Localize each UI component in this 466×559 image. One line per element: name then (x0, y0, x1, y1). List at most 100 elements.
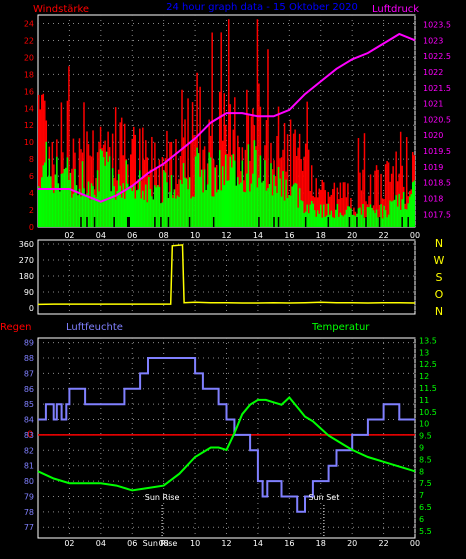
sun-marker-label: Sun Rise (145, 493, 180, 502)
temperature-y-tick-label: 12 (419, 372, 429, 381)
x-tick-label: 16 (284, 231, 294, 240)
temperature-y-tick-label: 10 (419, 420, 429, 429)
pressure-y-tick-label: 1020 (423, 131, 443, 140)
x-tick-label: 18 (316, 231, 326, 240)
temperature-y-tick-label: 13 (419, 348, 429, 357)
climate-x-ticks: 02 04 06 08 10 12 14 16 18 20 22 00 (64, 539, 420, 548)
humidity-y-tick-label: 89 (24, 339, 34, 348)
pressure-y-tick-label: 1022 (423, 68, 443, 77)
wind-y-tick-label: 2 (29, 206, 34, 215)
pressure-y-tick-label: 1022.5 (423, 52, 451, 61)
wind-y-tick-label: 0 (29, 223, 34, 232)
humidity-y-tick-label: 85 (24, 400, 34, 409)
pressure-y-tick-label: 1019 (423, 163, 443, 172)
x-tick-label: 00 (410, 539, 420, 548)
wind-y-tick-label: 24 (24, 19, 34, 28)
compass-letter: N (435, 305, 443, 318)
temperature-y-tick-label: 9.5 (419, 432, 432, 441)
x-tick-label: 12 (221, 539, 231, 548)
wind-calm-marks (80, 217, 409, 227)
x-tick-label: 08 (159, 231, 169, 240)
pressure-y-tick-label: 1021 (423, 100, 443, 109)
pressure-y-tick-label: 1018.5 (423, 179, 451, 188)
x-tick-label: 06 (127, 231, 137, 240)
temperature-y-ticks: 5.5 6 6.5 7 7.5 8 8.5 9 9.5 10 10.5 11 11.5 12 12.5 13 1… (419, 336, 437, 535)
pressure-y-tick-label: 1017.5 (423, 210, 451, 219)
x-tick-label: 04 (96, 539, 106, 548)
temperature-line (37, 396, 416, 492)
x-tick-label: 10 (190, 539, 200, 548)
humidity-y-tick-label: 78 (24, 508, 34, 517)
temperature-y-tick-label: 7.5 (419, 479, 432, 488)
sun-marker-label: Sun Set (308, 493, 339, 502)
humidity-y-tick-label: 84 (24, 416, 34, 425)
humidity-line (38, 357, 415, 513)
temperature-y-tick-label: 5.5 (419, 527, 432, 536)
x-tick-label: 00 (410, 231, 420, 240)
wind-strength-label: Windstärke (33, 4, 89, 15)
x-tick-label: 16 (284, 539, 294, 548)
pressure-y-tick-label: 1019.5 (423, 147, 451, 156)
temperature-label: Temperatur (311, 322, 370, 333)
sun-markers: Sun Rise Sun Set (145, 493, 339, 538)
x-tick-label: 14 (253, 539, 263, 548)
pressure-y-tick-label: 1020.5 (423, 115, 451, 124)
wind-direction-line (37, 244, 416, 306)
wind-y-tick-label: 6 (29, 172, 34, 181)
wind-direction-y-ticks: 0 90 180 270 360 (19, 240, 34, 313)
compass-letter: W (434, 254, 445, 267)
temperature-y-tick-label: 12.5 (419, 360, 437, 369)
bottom-sunrise-note: Sun Rise (143, 539, 178, 548)
temperature-y-tick-label: 13.5 (419, 336, 437, 345)
humidity-y-tick-label: 83 (24, 431, 34, 440)
temperature-y-tick-label: 10.5 (419, 408, 437, 417)
wind-y-tick-label: 14 (24, 104, 34, 113)
x-tick-label: 06 (127, 539, 137, 548)
rain-zero-label: 0 (27, 430, 33, 440)
pressure-y-ticks: 1017.5 1018 1018.5 1019 1019.5 1020 1020.5 1021… (423, 20, 451, 219)
x-tick-label: 08 (159, 539, 169, 548)
wind-x-ticks: 02 04 06 08 10 12 14 16 18 20 22 00 (64, 231, 420, 240)
wind-y-tick-label: 18 (24, 70, 34, 79)
compass-letter: S (436, 271, 443, 284)
humidity-y-tick-label: 86 (24, 385, 34, 394)
x-tick-label: 02 (64, 231, 74, 240)
temperature-y-tick-label: 8 (419, 467, 424, 476)
x-tick-label: 22 (378, 539, 388, 548)
compass-letter: O (435, 288, 444, 301)
humidity-label: Luftfeuchte (66, 322, 123, 333)
temperature-y-tick-label: 6 (419, 515, 424, 524)
x-tick-label: 18 (316, 539, 326, 548)
x-tick-label: 10 (190, 231, 200, 240)
wind-y-tick-label: 12 (24, 121, 34, 130)
temperature-y-tick-label: 7 (419, 491, 424, 500)
rain-humidity-temperature-panel: 0 Sun Rise Sun Set 7778798081828384858687… (24, 336, 437, 548)
pressure-y-tick-label: 1018 (423, 195, 443, 204)
wind-y-tick-label: 20 (24, 53, 34, 62)
humidity-y-tick-label: 81 (24, 462, 34, 471)
x-tick-label: 20 (347, 539, 357, 548)
x-tick-label: 14 (253, 231, 263, 240)
temperature-y-tick-label: 11.5 (419, 384, 437, 393)
wind-average-bars (38, 140, 415, 227)
wind-direction-y-tick-label: 270 (19, 256, 34, 265)
humidity-y-tick-label: 87 (24, 369, 34, 378)
x-tick-label: 20 (347, 231, 357, 240)
x-tick-label: 22 (378, 231, 388, 240)
wind-y-tick-label: 10 (24, 138, 34, 147)
temperature-y-tick-label: 11 (419, 396, 429, 405)
wind-y-tick-label: 22 (24, 36, 34, 45)
temperature-y-tick-label: 9 (419, 444, 424, 453)
wind-y-tick-label: 4 (29, 189, 34, 198)
pressure-line (38, 32, 416, 203)
rain-label: Regen (0, 322, 32, 333)
pressure-y-tick-label: 1021.5 (423, 84, 451, 93)
wind-direction-y-tick-label: 180 (19, 272, 34, 281)
temperature-y-tick-label: 6.5 (419, 503, 432, 512)
wind-direction-y-tick-label: 360 (19, 240, 34, 249)
humidity-y-tick-label: 82 (24, 446, 34, 455)
